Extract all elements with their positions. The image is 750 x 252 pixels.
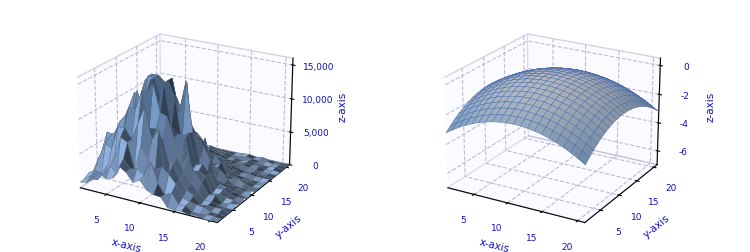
Y-axis label: y-axis: y-axis [274, 213, 304, 240]
Y-axis label: y-axis: y-axis [641, 213, 671, 240]
X-axis label: x-axis: x-axis [478, 238, 510, 252]
X-axis label: x-axis: x-axis [110, 238, 142, 252]
